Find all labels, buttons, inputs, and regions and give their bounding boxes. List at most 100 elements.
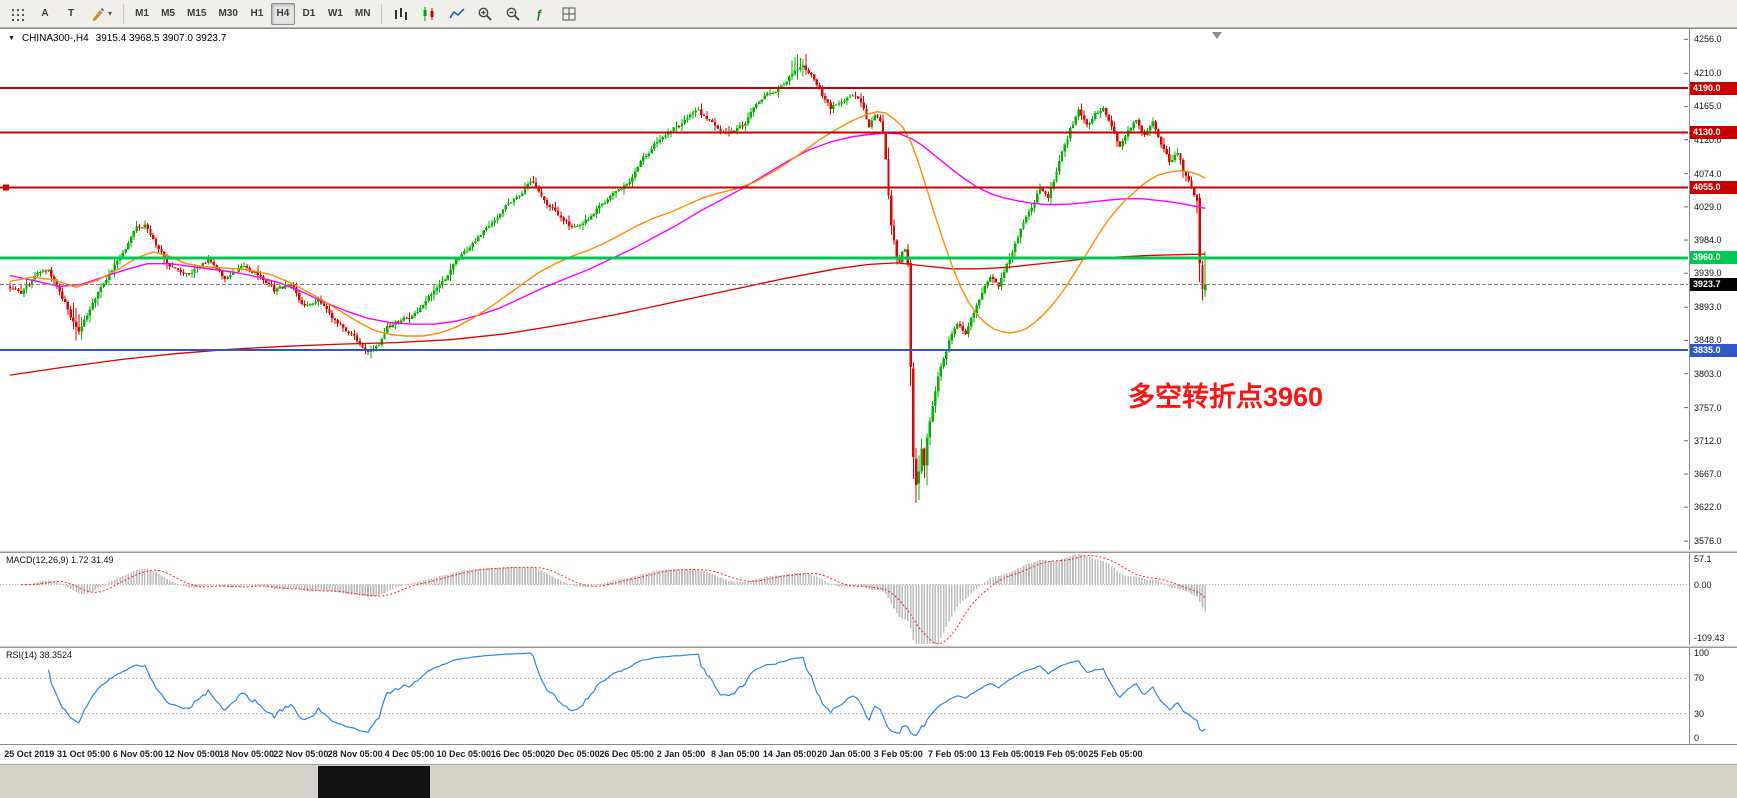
date-tick-label: 31 Oct 05:00	[57, 749, 111, 759]
price-tick-label: 4029.0	[1694, 201, 1722, 212]
candlestick-chart-button[interactable]	[416, 3, 442, 25]
level-price-box: 3960.0	[1690, 251, 1737, 265]
level-price-box: 4190.0	[1690, 81, 1737, 95]
timeframe-m5-button[interactable]: M5	[161, 8, 175, 19]
price-chart-panel[interactable]: ▼ CHINA300-,H4 3915.4 3968.5 3907.0 3923…	[0, 29, 1737, 550]
date-tick-label: 8 Jan 05:00	[711, 749, 760, 759]
timeframe-mn-button[interactable]: MN	[354, 8, 371, 19]
grid-icon	[12, 8, 24, 21]
macd-panel[interactable]: MACD(12,26,9) 1.72 31.49 57.1 0.00 -109.…	[0, 553, 1737, 645]
price-tick-label: 3622.0	[1694, 502, 1722, 513]
price-tick-label: 3984.0	[1694, 235, 1722, 246]
time-axis[interactable]: 25 Oct 2019 31 Oct 05:00 6 Nov 05:00 12 Nov…	[0, 744, 1737, 764]
timeframe-w1-button[interactable]: W1	[327, 8, 343, 19]
macd-histogram	[9, 554, 1207, 644]
date-tick-label: 14 Jan 05:00	[762, 749, 817, 759]
level-price-box: 4130.0	[1690, 125, 1737, 139]
chart-shift-marker	[1212, 32, 1222, 39]
rsi-plot	[0, 652, 1688, 736]
text-box-button[interactable]: T	[59, 3, 83, 25]
candlestick-chart[interactable]	[0, 29, 1688, 550]
toolbar-separator	[381, 3, 383, 24]
price-axis: 4256.0 4210.0 4165.0 4120.0 4074.0 4029.0 3984…	[1689, 29, 1737, 550]
taskbar-button[interactable]	[318, 766, 430, 798]
line-chart-button[interactable]	[444, 3, 470, 25]
chart-window: ▼ CHINA300-,H4 3915.4 3968.5 3907.0 3923…	[0, 28, 1737, 764]
rsi-line	[48, 652, 1206, 736]
date-tick-label: 22 Nov 05:00	[273, 749, 329, 759]
price-tick-label: 3893.0	[1694, 302, 1722, 313]
price-tick-label: 4256.0	[1694, 34, 1722, 45]
toolbar: A T ▾ M1 M5 M15 M30 H1 H4 D1 W1 MN ƒ	[0, 0, 1737, 28]
date-tick-label: 7 Feb 05:00	[928, 749, 978, 759]
price-tick-label: 4120.0	[1694, 134, 1722, 145]
date-tick-label: 25 Feb 05:00	[1088, 749, 1143, 759]
bar-chart-button[interactable]	[388, 3, 414, 25]
zoom-out-button[interactable]	[500, 3, 526, 25]
rsi-panel[interactable]: RSI(14) 38.3524 100 70 30 0	[0, 648, 1737, 744]
candles-group	[8, 54, 1207, 503]
price-tick-label: 4165.0	[1694, 101, 1722, 112]
symbol-dropdown-icon[interactable]: ▼	[8, 35, 15, 42]
svg-text:ƒ: ƒ	[536, 7, 543, 21]
current-price-box: 3923.7	[1690, 278, 1737, 292]
panel-separator[interactable]	[0, 645, 1737, 648]
timeframe-d1-button[interactable]: D1	[302, 8, 316, 19]
price-tick-label: 3803.0	[1694, 368, 1722, 379]
date-tick-label: 20 Jan 05:00	[817, 749, 871, 759]
timeframe-m1-button[interactable]: M1	[135, 8, 149, 19]
date-tick-label: 13 Feb 05:00	[979, 749, 1034, 759]
cursor-grid-button[interactable]	[5, 3, 31, 25]
timeframe-m15-button[interactable]: M15	[187, 8, 207, 19]
panel-separator[interactable]	[0, 550, 1737, 553]
templates-button[interactable]	[556, 3, 582, 25]
zoom-in-button[interactable]	[472, 3, 498, 25]
charts-toolbar: ƒ	[387, 3, 583, 25]
macd-signal-line	[20, 554, 1206, 645]
price-tick-label: 3757.0	[1694, 402, 1722, 413]
date-tick-label: 16 Dec 05:00	[490, 749, 546, 759]
bars-icon	[395, 7, 408, 20]
line-studies-toolbar: A T ▾	[4, 3, 118, 25]
bottom-strip	[0, 764, 1737, 798]
date-tick-label: 25 Oct 2019	[4, 749, 55, 759]
date-tick-label: 4 Dec 05:00	[384, 749, 435, 759]
date-tick-label: 20 Dec 05:00	[545, 749, 600, 759]
date-tick-label: 12 Nov 05:00	[164, 749, 220, 759]
date-tick-label: 19 Feb 05:00	[1034, 749, 1089, 759]
annotation-text[interactable]: 多空转折点3960	[1128, 382, 1324, 412]
indicators-list-button[interactable]: ƒ	[528, 3, 554, 25]
toolbar-separator	[123, 3, 125, 24]
price-tick-label: 3667.0	[1694, 468, 1722, 479]
pencil-icon	[92, 7, 104, 21]
dropdown-arrow-icon: ▾	[108, 9, 113, 18]
rsi-scale-label: 70	[1694, 673, 1705, 684]
date-tick-label: 3 Feb 05:00	[873, 749, 923, 759]
price-tick-label: 3939.0	[1694, 268, 1722, 279]
text-label-button[interactable]: A	[33, 3, 57, 25]
date-tick-label: 6 Nov 05:00	[112, 749, 163, 759]
date-tick-label: 10 Dec 05:00	[436, 749, 492, 759]
price-tick-label: 4074.0	[1694, 168, 1722, 179]
line-icon	[449, 7, 466, 18]
ma-slow-red-line	[9, 253, 1206, 376]
timeframe-h1-button[interactable]: H1	[250, 8, 264, 19]
text-label-glyph: A	[41, 8, 49, 19]
timeframe-h4-button[interactable]: H4	[270, 2, 295, 25]
rsi-scale-label: 0	[1694, 733, 1700, 743]
price-tick-label: 3712.0	[1694, 435, 1722, 446]
date-tick-label: 18 Nov 05:00	[218, 749, 275, 759]
level-price-box: 3835.0	[1690, 343, 1737, 357]
price-tick-label: 3576.0	[1694, 536, 1722, 547]
zoom-out-icon	[507, 7, 521, 21]
zoom-in-icon	[479, 7, 493, 21]
symbol-period-label: CHINA300-,H4	[21, 33, 89, 44]
ma-mid-magenta-line	[9, 132, 1206, 325]
timeframe-m30-button[interactable]: M30	[218, 8, 238, 19]
chart-title: ▼ CHINA300-,H4 3915.4 3968.5 3907.0 3923…	[8, 33, 226, 44]
date-tick-label: 26 Dec 05:00	[599, 749, 654, 759]
price-tick-label: 3848.0	[1694, 335, 1722, 346]
draw-pencil-button[interactable]: ▾	[85, 3, 117, 25]
rsi-scale-label: 30	[1694, 708, 1705, 719]
